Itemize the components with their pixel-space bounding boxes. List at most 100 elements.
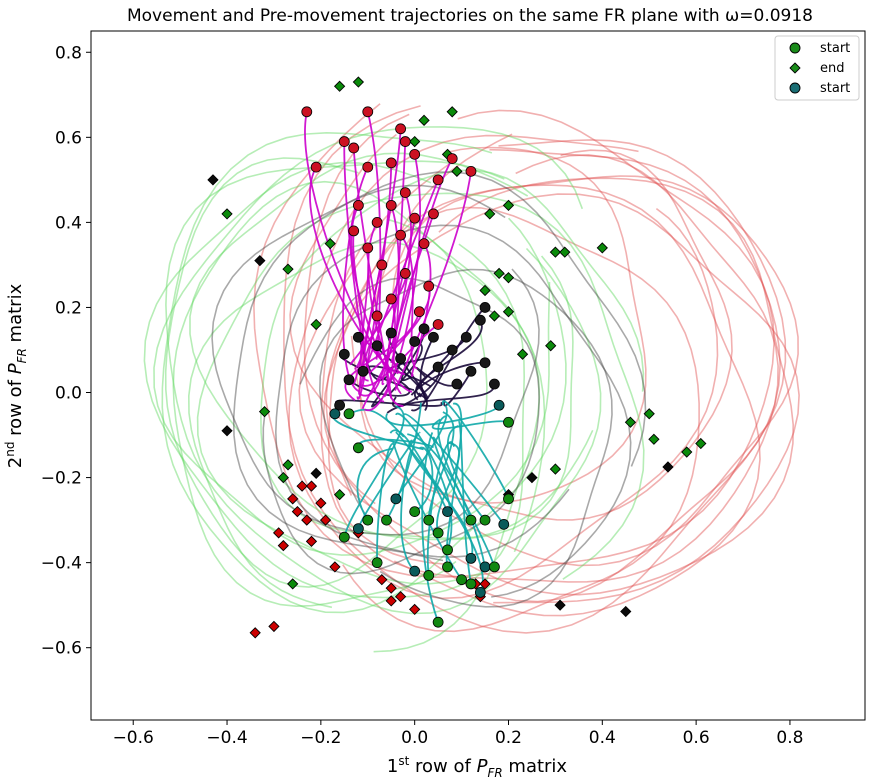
end-marker-green <box>324 238 336 250</box>
y-axis-title-pre: 2 <box>5 457 26 468</box>
start-marker-teal <box>479 514 491 526</box>
end-marker-green <box>549 463 562 475</box>
legend-label: start <box>820 81 850 96</box>
end-marker-dark <box>310 467 322 479</box>
y-axis-title-post: matrix <box>5 283 26 348</box>
premovement-trajectory-magenta <box>359 141 407 397</box>
end-marker-green <box>695 437 707 450</box>
start-marker-red <box>310 161 322 173</box>
end-marker-red <box>291 505 304 518</box>
y-tick-label: 0.4 <box>55 213 82 233</box>
premovement-trajectory-dark <box>419 336 435 403</box>
start-marker-red <box>352 199 364 211</box>
start-marker-red <box>362 242 374 254</box>
end-marker-red <box>301 514 313 526</box>
start-marker-teal <box>442 544 453 556</box>
x-axis-title-var: P <box>477 756 488 777</box>
end-marker-green <box>446 106 458 118</box>
end-marker-green <box>596 242 608 254</box>
y-axis-title-mid: row of <box>5 374 26 441</box>
start-marker-red <box>432 174 444 186</box>
start-marker-teal <box>409 506 421 517</box>
start-marker-dark <box>385 327 397 339</box>
end-marker-green <box>545 340 557 352</box>
movement-trajectory-red <box>325 206 700 633</box>
y-tick-label: 0.8 <box>55 43 82 63</box>
legend: start end start <box>774 35 860 101</box>
x-tick-label: −0.6 <box>113 728 154 748</box>
end-marker-green <box>502 199 515 212</box>
movement-trajectory-red <box>253 103 775 579</box>
start-marker-dark <box>432 361 444 373</box>
start-marker-red <box>409 212 421 224</box>
end-marker-green <box>681 446 693 458</box>
end-marker-green <box>493 267 505 280</box>
start-marker-dark <box>474 314 486 326</box>
movement-trajectory-green <box>165 160 602 615</box>
start-marker-dark <box>489 378 500 390</box>
premovement-trajectory-teal <box>426 441 455 576</box>
start-marker-red <box>399 136 411 147</box>
premovement-trajectory-magenta <box>309 166 399 375</box>
start-marker-dark <box>409 336 421 347</box>
premovement-trajectory-teal <box>400 450 416 572</box>
start-marker-red <box>423 280 435 292</box>
start-marker-teal <box>465 514 477 526</box>
end-marker-green <box>221 208 233 220</box>
start-marker-red <box>348 142 360 154</box>
start-marker-teal <box>489 561 500 573</box>
start-marker-red <box>413 306 425 318</box>
end-marker-red <box>319 514 332 526</box>
end-marker-dark <box>221 425 233 437</box>
start-marker-teal <box>381 514 392 526</box>
start-marker-teal <box>423 569 435 581</box>
start-marker-red <box>418 238 430 250</box>
start-marker-teal <box>465 578 477 590</box>
end-marker-green <box>502 272 515 284</box>
start-marker-dark <box>395 353 407 364</box>
end-marker-green <box>479 284 491 297</box>
movement-trajectory-red <box>283 105 787 634</box>
premovement-trajectory-magenta <box>361 298 396 410</box>
x-axis-title-sup: st <box>398 754 409 768</box>
x-axis-title-mid: row of <box>409 756 476 777</box>
start-marker-teal <box>362 514 374 526</box>
start-marker-teal <box>338 531 350 543</box>
start-marker-dark <box>479 302 491 313</box>
premovement-trajectory-magenta <box>350 205 385 366</box>
legend-label: end <box>820 61 845 76</box>
start-marker-red <box>301 106 313 118</box>
movement-trajectory-red <box>289 133 647 504</box>
start-marker-dark <box>371 340 383 352</box>
x-tick-label: 0.4 <box>589 728 616 748</box>
x-tick-label: 0.6 <box>683 728 710 748</box>
movement-trajectory-green <box>164 157 488 588</box>
premovement-trajectory-magenta <box>343 141 385 403</box>
end-marker-red <box>272 527 285 539</box>
y-axis-title-var: P <box>5 363 26 374</box>
movement-trajectory-dark <box>211 184 540 536</box>
movement-trajectory-green <box>153 126 584 556</box>
x-tick-label: −0.2 <box>300 728 341 748</box>
end-marker-red <box>277 539 289 552</box>
premovement-trajectory-magenta <box>359 323 439 387</box>
end-marker-green <box>648 433 660 445</box>
y-tick-label: 0.0 <box>55 384 82 404</box>
start-marker-teal <box>442 506 453 517</box>
x-tick-label: 0.0 <box>401 728 428 748</box>
end-marker-green <box>333 80 346 92</box>
end-marker-dark <box>620 605 632 618</box>
end-marker-red <box>385 582 397 594</box>
y-axis: −0.6 −0.4 −0.2 0.0 0.2 0.4 0.6 0.8 <box>41 43 91 659</box>
start-marker-red <box>399 187 411 199</box>
movement-trajectories <box>143 103 800 653</box>
start-marker-red <box>395 229 407 241</box>
end-marker-green <box>451 165 463 177</box>
premovement-trajectory-magenta <box>344 311 421 401</box>
y-tick-label: −0.4 <box>41 554 82 574</box>
end-marker-red <box>376 574 388 586</box>
legend-marker-circle <box>789 42 801 54</box>
premovement-trajectory-magenta <box>364 154 421 412</box>
x-axis-title-pre: 1 <box>387 756 398 777</box>
x-axis-title-sub: FR <box>487 766 502 778</box>
